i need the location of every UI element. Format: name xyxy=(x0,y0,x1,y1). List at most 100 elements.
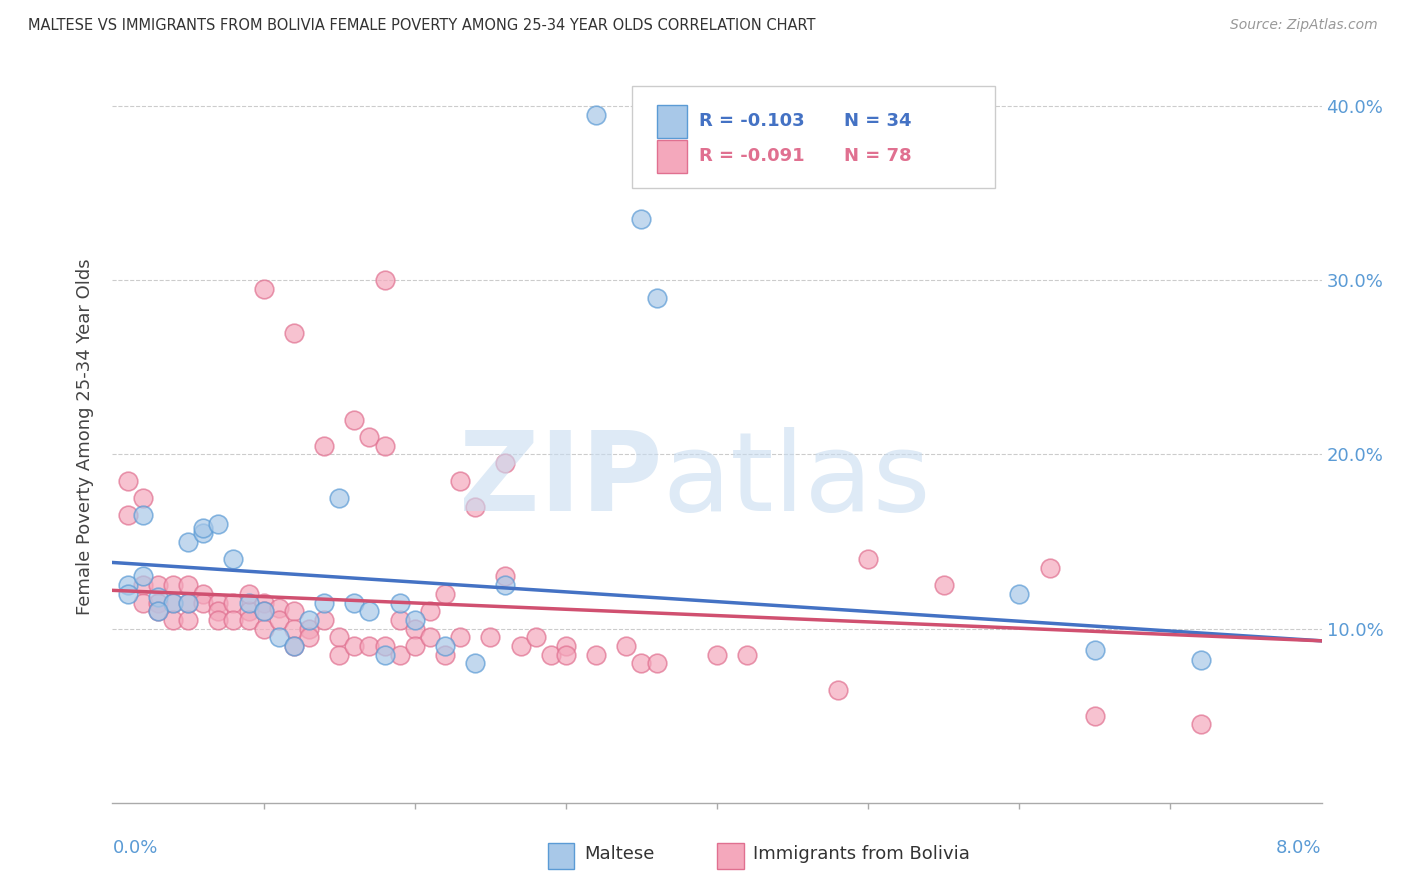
Point xyxy=(132,578,155,592)
Point xyxy=(191,595,215,609)
Point xyxy=(433,587,456,601)
Point xyxy=(283,604,305,618)
Text: N = 34: N = 34 xyxy=(844,112,911,130)
Point xyxy=(449,474,471,488)
Point xyxy=(343,412,366,426)
Point xyxy=(267,613,290,627)
Point xyxy=(162,613,184,627)
Point xyxy=(616,639,638,653)
Point xyxy=(404,613,426,627)
Point xyxy=(630,657,652,671)
Text: 0.0%: 0.0% xyxy=(112,839,157,857)
Point xyxy=(479,631,502,645)
Point xyxy=(312,595,335,609)
Point xyxy=(253,622,276,636)
Point xyxy=(177,595,200,609)
Point xyxy=(388,595,411,609)
Point xyxy=(238,604,260,618)
Point xyxy=(359,430,381,444)
Point xyxy=(207,595,229,609)
Point xyxy=(253,282,276,296)
Point xyxy=(298,631,321,645)
Point xyxy=(283,326,305,340)
Point xyxy=(328,631,350,645)
Point xyxy=(132,508,155,523)
Point xyxy=(509,639,531,653)
Point xyxy=(645,291,668,305)
Point xyxy=(1084,642,1107,657)
Point xyxy=(267,631,290,645)
Point xyxy=(283,639,305,653)
Point xyxy=(1084,708,1107,723)
Point xyxy=(645,657,668,671)
Point xyxy=(827,682,849,697)
Point xyxy=(177,613,200,627)
Point xyxy=(932,578,955,592)
Point xyxy=(373,639,396,653)
Point xyxy=(524,631,547,645)
Text: N = 78: N = 78 xyxy=(844,147,911,166)
Text: atlas: atlas xyxy=(662,427,931,534)
Point xyxy=(856,552,880,566)
FancyBboxPatch shape xyxy=(548,843,575,869)
Point xyxy=(737,648,759,662)
Point xyxy=(146,604,169,618)
Point xyxy=(207,517,229,532)
Point xyxy=(283,639,305,653)
Point xyxy=(312,613,335,627)
Point xyxy=(433,639,456,653)
Point xyxy=(343,595,366,609)
Point xyxy=(540,648,562,662)
Text: Source: ZipAtlas.com: Source: ZipAtlas.com xyxy=(1230,18,1378,32)
Point xyxy=(630,212,652,227)
Point xyxy=(222,595,245,609)
Point xyxy=(177,595,200,609)
Y-axis label: Female Poverty Among 25-34 Year Olds: Female Poverty Among 25-34 Year Olds xyxy=(76,259,94,615)
Point xyxy=(404,622,426,636)
Point xyxy=(373,648,396,662)
Point xyxy=(117,578,139,592)
Point xyxy=(207,613,229,627)
FancyBboxPatch shape xyxy=(657,140,688,173)
Point xyxy=(238,587,260,601)
Point xyxy=(388,613,411,627)
Point xyxy=(191,587,215,601)
Point xyxy=(359,604,381,618)
Point xyxy=(177,578,200,592)
Point xyxy=(162,595,184,609)
Point xyxy=(1008,587,1031,601)
Point xyxy=(253,604,276,618)
Point xyxy=(162,595,184,609)
Text: R = -0.103: R = -0.103 xyxy=(699,112,804,130)
Point xyxy=(1189,653,1212,667)
Point xyxy=(464,657,486,671)
Point xyxy=(253,595,276,609)
Point xyxy=(207,604,229,618)
Point xyxy=(433,648,456,662)
Point xyxy=(328,491,350,505)
Point xyxy=(117,587,139,601)
Point xyxy=(283,622,305,636)
Point xyxy=(495,578,517,592)
Point xyxy=(585,648,607,662)
Point xyxy=(585,108,607,122)
Text: 8.0%: 8.0% xyxy=(1277,839,1322,857)
FancyBboxPatch shape xyxy=(657,105,688,138)
Point xyxy=(253,604,276,618)
Point xyxy=(495,456,517,470)
Point xyxy=(419,631,441,645)
Point xyxy=(373,273,396,287)
Point xyxy=(1189,717,1212,731)
Point xyxy=(554,648,576,662)
Point xyxy=(419,604,441,618)
Point xyxy=(449,631,471,645)
Point xyxy=(222,613,245,627)
Point xyxy=(162,578,184,592)
Text: Immigrants from Bolivia: Immigrants from Bolivia xyxy=(754,845,970,863)
Point xyxy=(554,639,576,653)
Point xyxy=(238,595,260,609)
Point xyxy=(328,648,350,662)
Point xyxy=(464,500,486,514)
Point xyxy=(238,613,260,627)
Point xyxy=(132,595,155,609)
